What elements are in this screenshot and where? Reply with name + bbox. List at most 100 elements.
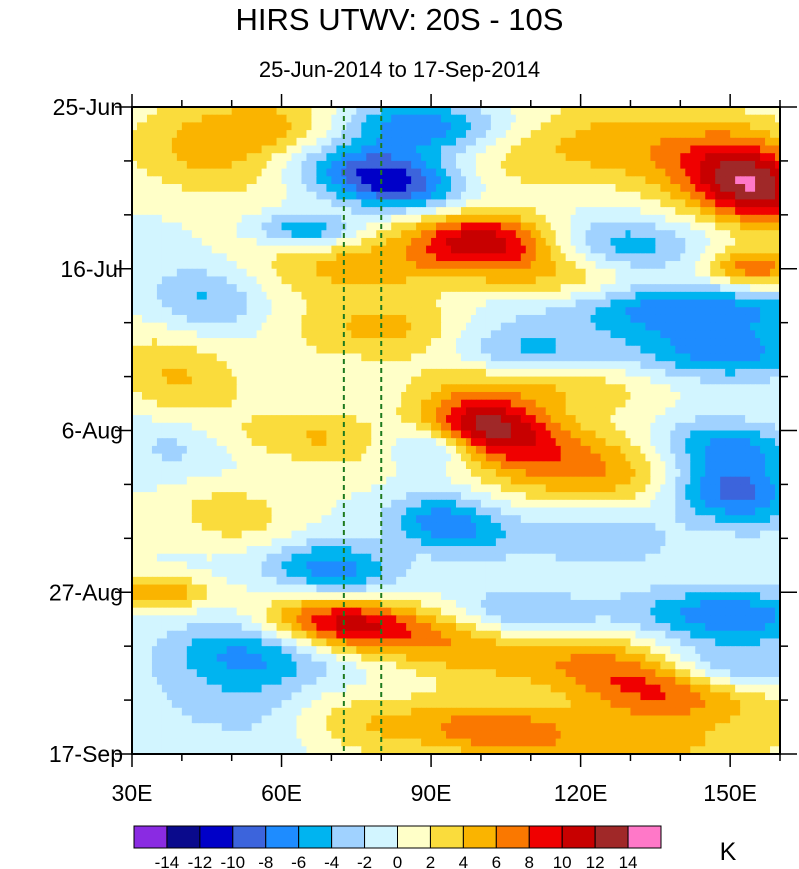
field-cell [675, 168, 681, 177]
field-cell [520, 230, 527, 239]
field-cell [515, 268, 522, 278]
field-cell [441, 314, 447, 324]
field-cell [156, 314, 163, 324]
field-cell [550, 314, 557, 324]
field-cell [381, 160, 387, 170]
field-cell [750, 191, 756, 201]
field-cell [381, 345, 387, 355]
field-cell [431, 322, 437, 331]
field-cell [620, 291, 627, 301]
field-cell [231, 130, 238, 139]
field-cell [456, 284, 462, 293]
field-cell [735, 391, 741, 401]
field-cell [281, 168, 288, 177]
field-cell [326, 137, 332, 147]
field-cell [520, 353, 527, 362]
field-cell [406, 130, 412, 139]
field-cell [331, 353, 337, 362]
field-cell [226, 268, 233, 278]
field-cell [206, 384, 213, 393]
field-cell [276, 368, 283, 378]
field-cell [565, 214, 572, 224]
field-cell [775, 153, 781, 162]
field-cell [585, 330, 592, 339]
field-cell [570, 284, 577, 293]
field-cell [306, 353, 313, 362]
field-cell [530, 207, 537, 216]
field-cell [141, 199, 148, 208]
field-cell [132, 145, 138, 154]
field-cell [316, 299, 323, 308]
field-cell [336, 291, 342, 301]
field-cell [336, 168, 342, 177]
field-cell [132, 184, 138, 193]
field-cell [281, 376, 288, 385]
field-cell [296, 291, 303, 301]
field-cell [475, 353, 482, 362]
field-cell [416, 307, 422, 316]
field-cell [181, 245, 188, 254]
field-cell [515, 291, 522, 301]
field-cell [321, 222, 327, 231]
field-cell [655, 230, 661, 239]
field-cell [136, 276, 143, 285]
field-cell [241, 291, 248, 301]
field-cell [645, 184, 651, 193]
field-cell [555, 376, 562, 385]
field-cell [361, 137, 367, 147]
field-cell [630, 214, 637, 224]
field-cell [585, 361, 592, 370]
field-cell [755, 307, 761, 316]
field-cell [221, 314, 228, 324]
field-cell [740, 353, 746, 362]
field-cell [540, 338, 547, 347]
field-cell [725, 184, 731, 193]
field-cell [201, 237, 208, 247]
field-cell [396, 338, 402, 347]
field-cell [580, 245, 587, 254]
field-cell [241, 199, 248, 208]
field-cell [595, 122, 602, 131]
field-cell [460, 207, 467, 216]
field-cell [391, 276, 397, 285]
field-cell [490, 137, 497, 147]
field-cell [236, 261, 243, 270]
field-cell [570, 291, 577, 301]
field-cell [266, 230, 273, 239]
field-cell [690, 307, 696, 316]
field-cell [550, 145, 557, 154]
field-cell [246, 291, 253, 301]
field-cell [470, 253, 477, 262]
field-cell [381, 384, 387, 393]
field-cell [286, 361, 293, 370]
field-cell [431, 361, 437, 370]
field-cell [351, 345, 357, 355]
field-cell [755, 361, 761, 370]
field-cell [690, 222, 696, 231]
field-cell [296, 338, 303, 347]
field-cell [221, 276, 228, 285]
field-cell [750, 130, 756, 139]
field-cell [615, 160, 622, 170]
field-cell [725, 376, 731, 385]
field-cell [226, 338, 233, 347]
field-cell [710, 191, 716, 201]
field-cell [770, 345, 776, 355]
field-cell [291, 114, 298, 123]
field-cell [271, 307, 278, 316]
field-cell [171, 284, 178, 293]
field-cell [431, 114, 437, 123]
field-cell [655, 160, 661, 170]
field-cell [730, 114, 736, 123]
field-cell [540, 160, 547, 170]
field-cell [316, 230, 323, 239]
field-cell [565, 114, 572, 123]
field-cell [495, 214, 502, 224]
field-cell [640, 230, 647, 239]
field-cell [745, 184, 751, 193]
field-cell [446, 322, 452, 331]
field-cell [411, 184, 417, 193]
field-cell [206, 114, 213, 123]
field-cell [136, 330, 143, 339]
field-cell [575, 114, 582, 123]
